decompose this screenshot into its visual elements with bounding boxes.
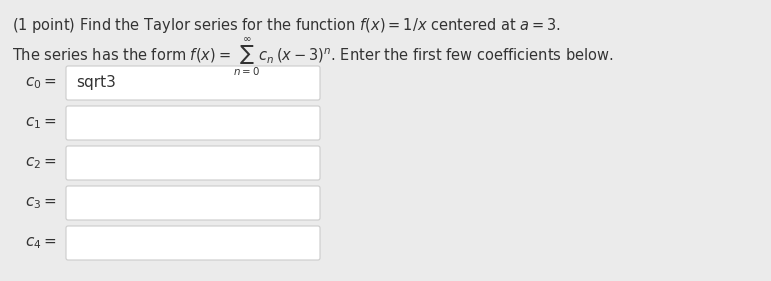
FancyBboxPatch shape — [66, 66, 320, 100]
FancyBboxPatch shape — [66, 226, 320, 260]
FancyBboxPatch shape — [66, 186, 320, 220]
FancyBboxPatch shape — [66, 106, 320, 140]
Text: $\mathbf{\it{c}}_1 =$: $\mathbf{\it{c}}_1 =$ — [25, 115, 57, 131]
Text: sqrt3: sqrt3 — [76, 76, 116, 90]
FancyBboxPatch shape — [66, 146, 320, 180]
Text: $\mathbf{\it{c}}_4 =$: $\mathbf{\it{c}}_4 =$ — [25, 235, 57, 251]
Text: $\mathbf{\it{c}}_3 =$: $\mathbf{\it{c}}_3 =$ — [25, 195, 57, 211]
Text: $\mathbf{\it{c}}_2 =$: $\mathbf{\it{c}}_2 =$ — [25, 155, 57, 171]
Text: (1 point) Find the Taylor series for the function $f(x) = 1/x$ centered at $a = : (1 point) Find the Taylor series for the… — [12, 16, 561, 35]
Text: $\mathbf{\it{c}}_0 =$: $\mathbf{\it{c}}_0 =$ — [25, 75, 57, 91]
Text: The series has the form $f(x) = \sum_{n=0}^{\infty} c_n\,(x - 3)^n$. Enter the f: The series has the form $f(x) = \sum_{n=… — [12, 36, 614, 78]
